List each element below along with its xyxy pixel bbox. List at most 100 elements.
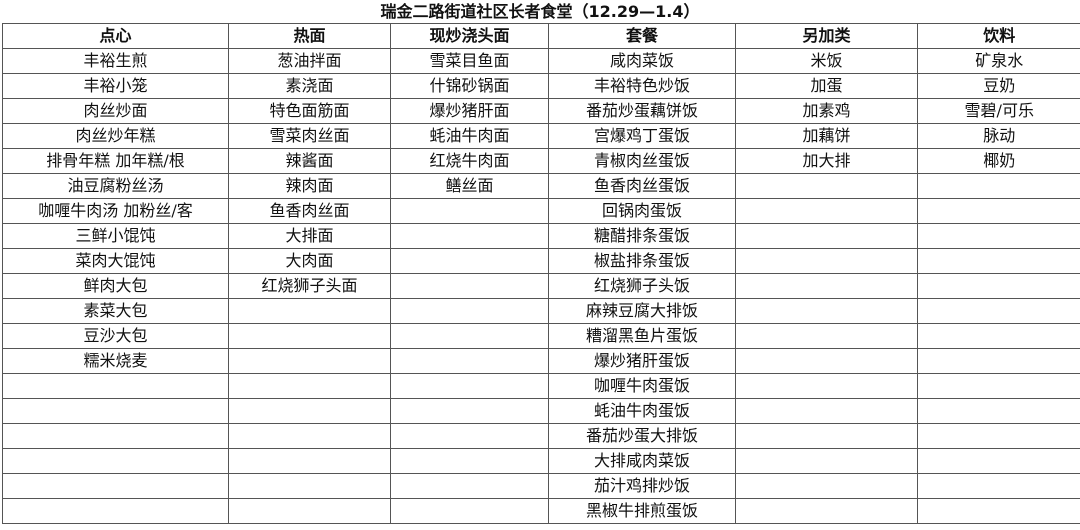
menu-cell-dim-sum	[2, 423, 229, 449]
menu-cell-dim-sum	[2, 473, 229, 499]
menu-cell-drinks	[917, 223, 1080, 249]
menu-cell-set-meals: 咸肉菜饭	[548, 48, 736, 74]
menu-cell-dim-sum: 菜肉大馄饨	[2, 248, 229, 274]
menu-cell-stir-fry-noodles	[390, 373, 549, 399]
table-row: 肉丝炒年糕 雪菜肉丝面 蚝油牛肉面 宫爆鸡丁蛋饭 加藕饼 脉动	[2, 123, 1080, 149]
menu-cell-drinks	[917, 273, 1080, 299]
menu-cell-drinks	[917, 423, 1080, 449]
menu-cell-drinks: 矿泉水	[917, 48, 1080, 74]
menu-cell-stir-fry-noodles	[390, 223, 549, 249]
menu-cell-dim-sum	[2, 398, 229, 424]
table-row: 丰裕生煎 葱油拌面 雪菜目鱼面 咸肉菜饭 米饭 矿泉水	[2, 48, 1080, 74]
table-row: 糯米烧麦 爆炒猪肝蛋饭	[2, 348, 1080, 374]
menu-cell-extras	[735, 498, 918, 524]
menu-cell-dim-sum	[2, 498, 229, 524]
menu-cell-extras: 加素鸡	[735, 98, 918, 124]
table-row: 番茄炒蛋大排饭	[2, 423, 1080, 449]
menu-cell-drinks	[917, 448, 1080, 474]
menu-cell-stir-fry-noodles: 什锦砂锅面	[390, 73, 549, 99]
menu-cell-dim-sum: 咖喱牛肉汤 加粉丝/客	[2, 198, 229, 224]
column-header-extras: 另加类	[735, 23, 918, 49]
menu-cell-extras: 米饭	[735, 48, 918, 74]
menu-cell-stir-fry-noodles	[390, 473, 549, 499]
table-row: 油豆腐粉丝汤 辣肉面 鳝丝面 鱼香肉丝蛋饭	[2, 173, 1080, 199]
menu-cell-stir-fry-noodles: 蚝油牛肉面	[390, 123, 549, 149]
menu-cell-drinks	[917, 173, 1080, 199]
menu-cell-dim-sum: 丰裕小笼	[2, 73, 229, 99]
menu-cell-set-meals: 咖喱牛肉蛋饭	[548, 373, 736, 399]
menu-cell-extras	[735, 223, 918, 249]
menu-cell-extras	[735, 273, 918, 299]
menu-cell-drinks: 椰奶	[917, 148, 1080, 174]
header-row: 点心 热面 现炒浇头面 套餐 另加类 饮料	[2, 23, 1080, 49]
menu-cell-set-meals: 椒盐排条蛋饭	[548, 248, 736, 274]
menu-cell-hot-noodles	[228, 423, 391, 449]
menu-cell-drinks	[917, 373, 1080, 399]
menu-cell-extras: 加蛋	[735, 73, 918, 99]
menu-cell-drinks: 脉动	[917, 123, 1080, 149]
menu-cell-extras	[735, 248, 918, 274]
table-row: 丰裕小笼 素浇面 什锦砂锅面 丰裕特色炒饭 加蛋 豆奶	[2, 73, 1080, 99]
menu-cell-set-meals: 蚝油牛肉蛋饭	[548, 398, 736, 424]
menu-cell-hot-noodles: 素浇面	[228, 73, 391, 99]
menu-cell-hot-noodles: 大排面	[228, 223, 391, 249]
menu-cell-set-meals: 糖醋排条蛋饭	[548, 223, 736, 249]
menu-cell-stir-fry-noodles	[390, 423, 549, 449]
column-header-stir-fry-noodles: 现炒浇头面	[390, 23, 549, 49]
menu-cell-drinks	[917, 348, 1080, 374]
menu-cell-stir-fry-noodles	[390, 273, 549, 299]
menu-cell-hot-noodles: 辣酱面	[228, 148, 391, 174]
menu-cell-dim-sum: 豆沙大包	[2, 323, 229, 349]
menu-cell-set-meals: 番茄炒蛋大排饭	[548, 423, 736, 449]
menu-cell-stir-fry-noodles: 雪菜目鱼面	[390, 48, 549, 74]
menu-cell-stir-fry-noodles	[390, 498, 549, 524]
menu-cell-drinks: 豆奶	[917, 73, 1080, 99]
menu-cell-hot-noodles	[228, 373, 391, 399]
menu-cell-extras: 加藕饼	[735, 123, 918, 149]
table-row: 蚝油牛肉蛋饭	[2, 398, 1080, 424]
table-row: 菜肉大馄饨 大肉面 椒盐排条蛋饭	[2, 248, 1080, 274]
menu-cell-stir-fry-noodles	[390, 323, 549, 349]
menu-cell-hot-noodles: 大肉面	[228, 248, 391, 274]
menu-cell-hot-noodles: 雪菜肉丝面	[228, 123, 391, 149]
menu-cell-hot-noodles	[228, 498, 391, 524]
menu-cell-extras: 加大排	[735, 148, 918, 174]
menu-cell-hot-noodles	[228, 473, 391, 499]
menu-cell-set-meals: 黑椒牛排煎蛋饭	[548, 498, 736, 524]
menu-cell-stir-fry-noodles: 鳝丝面	[390, 173, 549, 199]
menu-cell-hot-noodles	[228, 398, 391, 424]
menu-cell-stir-fry-noodles	[390, 448, 549, 474]
menu-cell-set-meals: 红烧狮子头饭	[548, 273, 736, 299]
menu-cell-stir-fry-noodles	[390, 398, 549, 424]
menu-cell-dim-sum: 鲜肉大包	[2, 273, 229, 299]
menu-cell-stir-fry-noodles	[390, 198, 549, 224]
menu-cell-drinks	[917, 198, 1080, 224]
table-row: 咖喱牛肉蛋饭	[2, 373, 1080, 399]
menu-cell-dim-sum	[2, 373, 229, 399]
table-row: 大排咸肉菜饭	[2, 448, 1080, 474]
column-header-hot-noodles: 热面	[228, 23, 391, 49]
menu-cell-hot-noodles: 辣肉面	[228, 173, 391, 199]
menu-cell-set-meals: 青椒肉丝蛋饭	[548, 148, 736, 174]
menu-cell-dim-sum: 油豆腐粉丝汤	[2, 173, 229, 199]
menu-cell-drinks	[917, 248, 1080, 274]
menu-table: 点心 热面 现炒浇头面 套餐 另加类 饮料 丰裕生煎 葱油拌面 雪菜目鱼面 咸肉菜饭 米饭 矿泉水丰…	[2, 23, 1080, 524]
menu-cell-set-meals: 茄汁鸡排炒饭	[548, 473, 736, 499]
menu-cell-extras	[735, 423, 918, 449]
menu-cell-dim-sum	[2, 448, 229, 474]
menu-cell-dim-sum: 肉丝炒年糕	[2, 123, 229, 149]
table-row: 黑椒牛排煎蛋饭	[2, 498, 1080, 524]
menu-cell-extras	[735, 398, 918, 424]
menu-cell-hot-noodles	[228, 348, 391, 374]
table-row: 豆沙大包 糟溜黑鱼片蛋饭	[2, 323, 1080, 349]
table-row: 三鲜小馄饨 大排面 糖醋排条蛋饭	[2, 223, 1080, 249]
menu-cell-dim-sum: 肉丝炒面	[2, 98, 229, 124]
menu-cell-dim-sum: 丰裕生煎	[2, 48, 229, 74]
menu-cell-extras	[735, 348, 918, 374]
menu-cell-stir-fry-noodles: 红烧牛肉面	[390, 148, 549, 174]
menu-cell-dim-sum: 三鲜小馄饨	[2, 223, 229, 249]
menu-cell-extras	[735, 323, 918, 349]
menu-cell-set-meals: 大排咸肉菜饭	[548, 448, 736, 474]
menu-cell-hot-noodles: 葱油拌面	[228, 48, 391, 74]
menu-cell-set-meals: 番茄炒蛋藕饼饭	[548, 98, 736, 124]
